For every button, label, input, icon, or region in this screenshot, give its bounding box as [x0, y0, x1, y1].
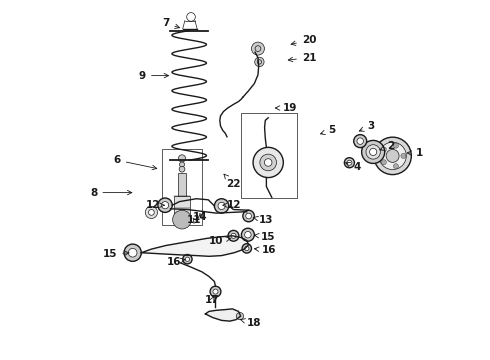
Text: 21: 21	[288, 53, 317, 63]
Circle shape	[158, 198, 172, 212]
Circle shape	[381, 160, 387, 165]
Bar	[162, 149, 202, 225]
Text: 15: 15	[254, 232, 276, 242]
Circle shape	[369, 148, 377, 156]
Circle shape	[393, 164, 398, 169]
Circle shape	[379, 142, 406, 170]
Circle shape	[185, 257, 190, 261]
Text: 22: 22	[224, 174, 241, 189]
Circle shape	[253, 147, 283, 177]
Circle shape	[366, 145, 380, 159]
Circle shape	[344, 158, 354, 168]
Circle shape	[251, 42, 265, 55]
Bar	[178, 173, 186, 196]
Circle shape	[354, 135, 367, 148]
Circle shape	[393, 143, 398, 148]
Text: 6: 6	[114, 155, 157, 170]
Circle shape	[231, 233, 236, 238]
Circle shape	[243, 210, 254, 222]
Circle shape	[215, 199, 229, 213]
Circle shape	[242, 228, 254, 241]
Text: 8: 8	[90, 188, 132, 198]
Text: 16: 16	[167, 257, 185, 267]
Circle shape	[162, 202, 169, 209]
Text: 12: 12	[146, 200, 164, 210]
Circle shape	[265, 159, 272, 166]
Circle shape	[124, 244, 141, 261]
Circle shape	[179, 162, 185, 167]
Circle shape	[357, 138, 364, 144]
Text: 5: 5	[320, 125, 335, 135]
Circle shape	[386, 149, 399, 162]
Circle shape	[245, 231, 251, 238]
Polygon shape	[205, 309, 241, 321]
Text: 9: 9	[139, 71, 169, 81]
Text: 2: 2	[380, 141, 394, 151]
Text: 18: 18	[241, 318, 261, 328]
Text: 16: 16	[254, 245, 277, 255]
Circle shape	[183, 255, 192, 264]
Text: 3: 3	[359, 121, 375, 131]
Circle shape	[255, 57, 264, 67]
Circle shape	[245, 213, 251, 219]
Circle shape	[172, 210, 192, 229]
Text: 13: 13	[253, 215, 273, 225]
Circle shape	[213, 289, 218, 294]
Circle shape	[347, 160, 352, 165]
Text: 15: 15	[103, 249, 129, 259]
Bar	[242, 113, 297, 198]
Bar	[174, 196, 190, 220]
Circle shape	[381, 147, 387, 152]
Text: 20: 20	[291, 35, 317, 45]
Text: 19: 19	[275, 103, 297, 113]
Circle shape	[148, 210, 154, 215]
Text: 11: 11	[187, 215, 202, 225]
Circle shape	[218, 202, 225, 210]
Text: 10: 10	[209, 236, 231, 246]
Text: 7: 7	[162, 18, 179, 28]
Circle shape	[245, 246, 249, 251]
Circle shape	[228, 230, 239, 241]
Text: 14: 14	[193, 212, 207, 222]
Circle shape	[145, 206, 157, 219]
Text: 17: 17	[205, 294, 220, 305]
Circle shape	[210, 286, 221, 297]
Circle shape	[362, 140, 385, 163]
Circle shape	[374, 137, 411, 175]
Polygon shape	[141, 236, 248, 256]
Circle shape	[260, 154, 276, 171]
Circle shape	[242, 244, 251, 253]
Text: 4: 4	[345, 162, 360, 172]
Circle shape	[236, 312, 244, 320]
Circle shape	[178, 155, 186, 162]
Circle shape	[179, 166, 185, 172]
Text: 12: 12	[223, 200, 242, 210]
Circle shape	[128, 248, 137, 257]
Text: 1: 1	[407, 148, 423, 158]
Circle shape	[401, 153, 406, 158]
